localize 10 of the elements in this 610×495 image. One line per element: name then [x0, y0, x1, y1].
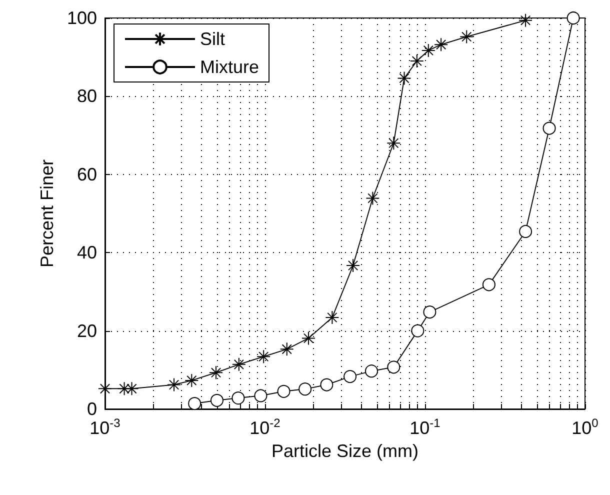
y-tick-label: 80 [76, 86, 97, 106]
y-tick-label: 20 [76, 320, 97, 341]
y-tick-label: 40 [76, 242, 97, 263]
legend-label: Mixture [200, 57, 260, 77]
y-tick-label: 60 [76, 164, 97, 184]
y-tick-label: 100 [66, 8, 97, 28]
y-axis-title: Percent Finer [37, 159, 58, 268]
legend-label: Silt [200, 29, 226, 49]
y-tick-label: 0 [86, 399, 97, 419]
x-axis-title: Particle Size (mm) [271, 440, 419, 461]
